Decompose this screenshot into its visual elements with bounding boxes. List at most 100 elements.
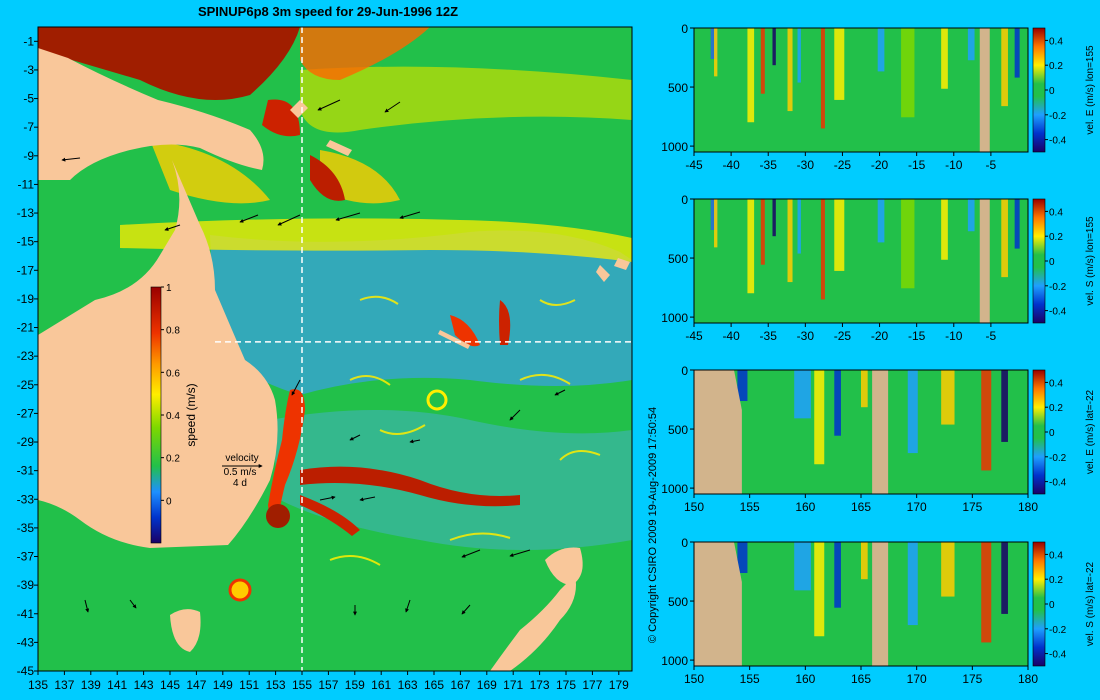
velocity-arrows: [61, 99, 566, 616]
panel-velocity-band: [967, 28, 975, 61]
panel-velocity-band: [717, 199, 735, 276]
panel-velocity-band: [772, 28, 776, 66]
panel-velocity-band: [941, 370, 955, 425]
east-australian-current: [268, 389, 305, 521]
panel-velocity-band: [901, 28, 915, 118]
speed-colorbar-ticks: 1 0.8 0.6 0.4 0.2 0: [161, 283, 180, 507]
panel-x-tick-label: -5: [986, 329, 997, 343]
speed-cb-tick-label: 1: [166, 283, 172, 294]
bismarck-strong-current: [38, 27, 300, 100]
panel-velocity-band: [907, 370, 918, 454]
map-lat-tick-label: -7: [23, 120, 34, 134]
panel-y-tick-label: 0: [681, 22, 688, 36]
panel-x-tick-label: -30: [797, 329, 815, 343]
panel-velocity-band: [941, 199, 948, 260]
panel-colorbar: [1032, 27, 1046, 153]
panel-colorbar-label: vel. S (m/s) lat=-22: [1085, 561, 1096, 646]
map-lon-tick-label: 173: [530, 678, 550, 692]
panel-cb-tick-label: 0.2: [1049, 575, 1063, 586]
panel-cb-tick-label: -0.4: [1049, 478, 1067, 489]
panel-x-tick-label: 165: [851, 672, 871, 686]
panel-y-tick-label: 0: [681, 193, 688, 207]
panel-x-tick-label: -35: [760, 158, 778, 172]
vanuatu-jet: [499, 300, 511, 345]
speed-colorbar-label: speed (m/s): [184, 383, 198, 446]
panel-velocity-band: [834, 28, 845, 100]
panel-x-tick-label: -15: [908, 158, 926, 172]
map-lon-tick-label: 163: [398, 678, 418, 692]
panel-velocity-band: [941, 542, 955, 597]
panel-cb-tick-label: 0: [1049, 600, 1055, 611]
speed-cb-tick-label: 0.8: [166, 326, 180, 337]
tasman-front-branch: [300, 495, 360, 536]
map-lat-tick-label: -21: [17, 321, 35, 335]
map-lon-tick-label: 135: [28, 678, 48, 692]
map-lon-tick-label: 171: [503, 678, 523, 692]
panel-colorbar: [1032, 369, 1046, 495]
panel-cb-tick-label: -0.2: [1049, 453, 1067, 464]
panel-x-tick-label: 155: [740, 500, 760, 514]
panel-y-tick-label: 0: [681, 536, 688, 550]
panel-velocity-band: [760, 28, 765, 94]
panel-cb-tick-label: 0.4: [1049, 36, 1063, 47]
panel-y-tick-label: 1000: [661, 311, 688, 325]
tasmania: [170, 609, 201, 652]
map-lon-tick-label: 141: [107, 678, 127, 692]
map-lat-tick-label: -45: [17, 664, 35, 678]
panel-velocity-band: [861, 370, 868, 408]
speed-cb-tick-label: 0: [166, 496, 172, 507]
panel-velocity-band: [907, 542, 918, 626]
map-lat-tick-label: -41: [17, 607, 35, 621]
panel-x-tick-label: 160: [795, 500, 815, 514]
solomon-islands: [326, 140, 352, 156]
map-lon-tick-label: 151: [239, 678, 259, 692]
map-lat-tick-label: -39: [17, 578, 35, 592]
panel-velocity-band: [820, 199, 825, 300]
new-zealand-north-island: [545, 547, 583, 585]
panel-y-tick-label: 1000: [661, 482, 688, 496]
map-latitude-ticks: -1 -3 -5 -7 -9 -11 -13 -15 -17 -19 -21 -23 -25 -27 -29…: [17, 34, 38, 678]
panel-cb-tick-label: -0.2: [1049, 111, 1067, 122]
map-lat-tick-label: -11: [18, 177, 35, 191]
coral-sea-eddy: [426, 389, 448, 411]
map-lon-tick-label: 139: [81, 678, 101, 692]
panel-new-caledonia-mask: [872, 370, 889, 494]
panel-x-tick-label: 155: [740, 672, 760, 686]
panel-cb-tick-label: 0: [1049, 428, 1055, 439]
panel-cb-tick-label: 0: [1049, 86, 1055, 97]
velocity-key-days: 4 d: [233, 478, 247, 489]
map-lat-tick-label: -1: [23, 34, 34, 48]
panel-australia-shelf-mask: [694, 370, 742, 494]
panel-y-tick-label: 500: [668, 423, 688, 437]
section-panel-lat-22-east: 150 155 160 165 170 175 180 0 500 1000 0.4 0.2 0 -0.2…: [661, 364, 1096, 514]
panel-velocity-band: [714, 28, 718, 77]
panel-x-tick-label: -15: [908, 329, 926, 343]
panel-x-tick-label: 175: [962, 500, 982, 514]
panel-cb-tick-label: 0: [1049, 257, 1055, 268]
section-panel-lon155-east: -45 -40 -35 -30 -25 -20 -15 -10 -5 0 500 1000 0.4 0.2…: [661, 22, 1096, 172]
panel-x-tick-label: -10: [945, 158, 963, 172]
panel-x-tick-label: -10: [945, 329, 963, 343]
tasman-sea-slow-zone: [270, 410, 632, 550]
panel-velocity-band: [820, 28, 825, 129]
map-lat-tick-label: -17: [17, 263, 35, 277]
speed-map: 135 137 139 141 143 145 147 149 151 153 155 157 159 1…: [17, 26, 633, 692]
panel-velocity-band: [901, 199, 915, 289]
panel-velocity-band: [1001, 542, 1008, 614]
velocity-key-speed: 0.5 m/s: [224, 467, 257, 478]
map-lat-tick-label: -29: [17, 435, 35, 449]
map-lon-tick-label: 137: [54, 678, 74, 692]
panel-velocity-band: [1001, 28, 1008, 107]
tasman-front: [300, 466, 520, 507]
panel-australia-shelf-mask: [694, 542, 742, 666]
map-lon-tick-label: 155: [292, 678, 312, 692]
new-caledonia-jet: [450, 315, 480, 347]
panel-cb-tick-label: -0.4: [1049, 650, 1067, 661]
panel-velocity-band: [717, 28, 735, 105]
panel-y-tick-label: 500: [668, 81, 688, 95]
panel-field: [694, 199, 1028, 323]
panel-y-tick-label: 500: [668, 252, 688, 266]
new-ireland: [290, 100, 308, 118]
panel-colorbar: [1032, 198, 1046, 324]
panel-cb-tick-label: 0.4: [1049, 378, 1063, 389]
